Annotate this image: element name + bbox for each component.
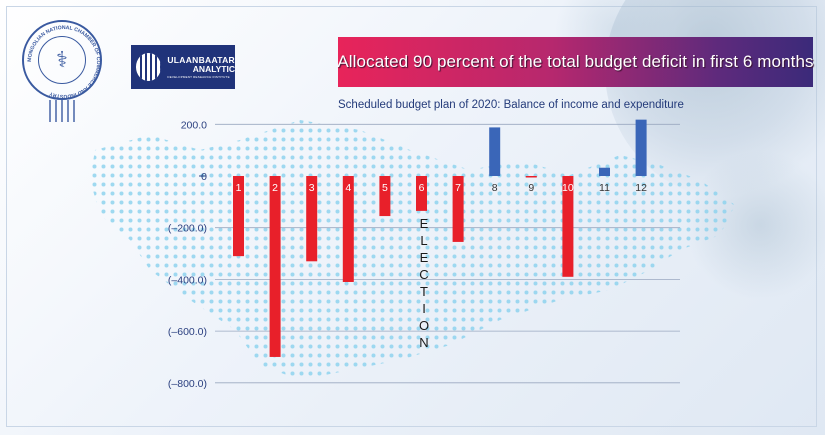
bar-month-2 <box>269 176 281 357</box>
category-label: 10 <box>562 182 574 194</box>
caduceus-icon: ⚕ <box>38 36 86 84</box>
mongolian-script-decoration <box>42 100 82 122</box>
ub-logo-line3: DEVELOPMENT RESEARCH INSTITUTE <box>167 74 230 79</box>
election-letter: N <box>419 335 429 350</box>
category-label: 1 <box>236 182 242 194</box>
y-tick-label: 200.0 <box>181 119 207 131</box>
y-tick-label: (–600.0) <box>168 326 207 338</box>
category-label: 7 <box>455 182 461 194</box>
y-tick-label: (–800.0) <box>168 378 207 390</box>
election-letter: I <box>422 301 426 316</box>
chart-title: Scheduled budget plan of 2020: Balance o… <box>338 99 684 111</box>
category-label: 5 <box>382 182 388 194</box>
category-label: 12 <box>635 182 647 194</box>
category-label: 11 <box>599 182 610 194</box>
bar-month-8 <box>489 127 501 176</box>
category-label: 2 <box>272 182 278 194</box>
bar-month-1 <box>233 176 244 257</box>
election-letter: L <box>420 233 428 248</box>
category-label: 8 <box>492 182 498 194</box>
bar-month-7 <box>452 176 464 242</box>
bar-month-9 <box>525 176 537 178</box>
bar-month-5 <box>379 176 391 217</box>
ulaanbaatar-analytic-logo: ULAANBAATAR ANALYTIC DEVELOPMENT RESEARC… <box>131 45 235 89</box>
headline: Allocated 90 percent of the total budget… <box>337 52 814 71</box>
ub-logo-line1: ULAANBAATAR <box>167 54 235 65</box>
election-letter: C <box>419 267 429 282</box>
category-label: 9 <box>528 182 534 194</box>
headline-banner: Allocated 90 percent of the total budget… <box>337 37 814 87</box>
category-label: 3 <box>309 182 315 194</box>
y-tick-label: 0 <box>201 171 207 183</box>
election-letter: T <box>420 284 428 299</box>
election-letter: E <box>419 250 429 265</box>
election-letter: O <box>418 318 430 333</box>
bar-month-4 <box>342 176 354 282</box>
y-tick-label: (–400.0) <box>168 274 207 286</box>
bar-month-3 <box>306 176 318 262</box>
category-label: 4 <box>345 182 351 194</box>
chamber-of-commerce-seal: MONGOLIAN NATIONAL CHAMBER OF COMMERCE A… <box>22 20 102 100</box>
ub-logo-mark-icon <box>136 53 162 81</box>
category-label: 6 <box>419 182 425 194</box>
bar-month-11 <box>599 167 610 176</box>
y-tick-label: (–200.0) <box>168 223 207 235</box>
bar-month-10 <box>562 176 574 277</box>
bar-month-6 <box>416 176 427 211</box>
bar-month-12 <box>635 119 647 176</box>
election-letter: E <box>419 216 429 231</box>
frame-border <box>6 6 817 427</box>
ub-logo-line2: ANALYTIC <box>192 64 235 74</box>
